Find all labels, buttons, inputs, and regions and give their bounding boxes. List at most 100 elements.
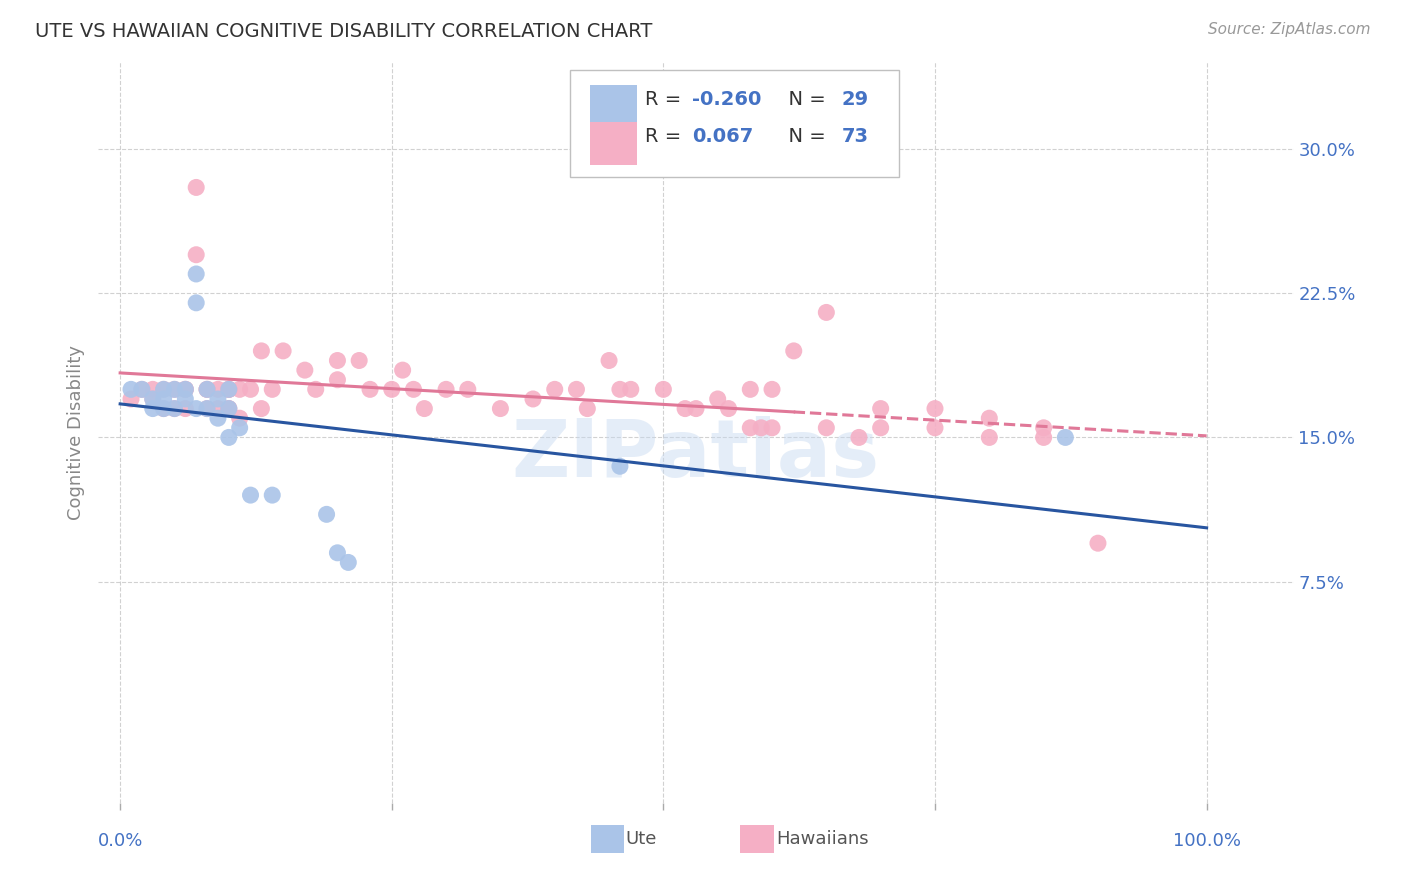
Point bbox=[815, 421, 838, 435]
Point bbox=[207, 401, 229, 416]
Point bbox=[326, 373, 349, 387]
Text: R =: R = bbox=[644, 127, 688, 146]
Y-axis label: Cognitive Disability: Cognitive Disability bbox=[66, 345, 84, 520]
Text: 0.067: 0.067 bbox=[692, 127, 754, 146]
Point bbox=[218, 382, 240, 396]
Point bbox=[979, 430, 1001, 444]
Point bbox=[326, 353, 349, 368]
Point bbox=[131, 382, 153, 396]
FancyBboxPatch shape bbox=[591, 825, 624, 853]
Point bbox=[1054, 430, 1077, 444]
Point bbox=[402, 382, 425, 396]
Text: Source: ZipAtlas.com: Source: ZipAtlas.com bbox=[1208, 22, 1371, 37]
Point bbox=[195, 382, 218, 396]
Point bbox=[142, 382, 165, 396]
FancyBboxPatch shape bbox=[589, 86, 637, 128]
Point bbox=[218, 401, 240, 416]
Point bbox=[174, 392, 197, 406]
Point bbox=[186, 267, 208, 281]
Point bbox=[228, 382, 250, 396]
Point bbox=[740, 421, 762, 435]
Point bbox=[207, 392, 229, 406]
Point bbox=[186, 295, 208, 310]
Point bbox=[163, 382, 186, 396]
Text: Hawaiians: Hawaiians bbox=[776, 830, 869, 848]
Point bbox=[120, 382, 142, 396]
Point bbox=[218, 382, 240, 396]
Point bbox=[305, 382, 328, 396]
Point bbox=[565, 382, 588, 396]
Point bbox=[869, 401, 891, 416]
Text: -0.260: -0.260 bbox=[692, 90, 762, 109]
FancyBboxPatch shape bbox=[571, 70, 900, 178]
Point bbox=[652, 382, 675, 396]
Point bbox=[598, 353, 620, 368]
Point bbox=[218, 382, 240, 396]
Point bbox=[228, 421, 250, 435]
Point bbox=[142, 392, 165, 406]
Point bbox=[413, 401, 436, 416]
Point bbox=[979, 411, 1001, 425]
Point bbox=[195, 401, 218, 416]
Text: 29: 29 bbox=[842, 90, 869, 109]
Point bbox=[347, 353, 370, 368]
Point bbox=[685, 401, 707, 416]
Point bbox=[174, 382, 197, 396]
Point bbox=[924, 401, 946, 416]
Point bbox=[434, 382, 457, 396]
Point bbox=[924, 421, 946, 435]
Text: 100.0%: 100.0% bbox=[1173, 832, 1240, 850]
Point bbox=[120, 392, 142, 406]
Point bbox=[326, 546, 349, 560]
Point bbox=[1087, 536, 1109, 550]
FancyBboxPatch shape bbox=[740, 825, 773, 853]
Point bbox=[152, 382, 174, 396]
Point bbox=[163, 382, 186, 396]
Point bbox=[195, 382, 218, 396]
Point bbox=[717, 401, 740, 416]
Point bbox=[271, 343, 294, 358]
Point bbox=[218, 430, 240, 444]
Point bbox=[228, 411, 250, 425]
Point bbox=[522, 392, 544, 406]
Point bbox=[1032, 430, 1054, 444]
Point bbox=[174, 382, 197, 396]
Point bbox=[1032, 421, 1054, 435]
Point bbox=[239, 382, 262, 396]
Text: 0.0%: 0.0% bbox=[97, 832, 143, 850]
Point bbox=[131, 382, 153, 396]
Point bbox=[207, 411, 229, 425]
Point bbox=[749, 421, 772, 435]
Text: R =: R = bbox=[644, 90, 688, 109]
Point bbox=[163, 401, 186, 416]
Point bbox=[142, 401, 165, 416]
Point bbox=[848, 430, 870, 444]
Point bbox=[195, 401, 218, 416]
Point bbox=[186, 248, 208, 262]
Point bbox=[152, 401, 174, 416]
Point bbox=[359, 382, 381, 396]
Text: N =: N = bbox=[776, 90, 832, 109]
Point bbox=[315, 508, 337, 522]
Point bbox=[239, 488, 262, 502]
Point bbox=[174, 401, 197, 416]
Point bbox=[576, 401, 599, 416]
Point bbox=[250, 401, 273, 416]
Text: 73: 73 bbox=[842, 127, 869, 146]
Point bbox=[195, 382, 218, 396]
Point bbox=[152, 382, 174, 396]
Point bbox=[381, 382, 404, 396]
Point bbox=[337, 556, 360, 570]
Point bbox=[152, 392, 174, 406]
Text: UTE VS HAWAIIAN COGNITIVE DISABILITY CORRELATION CHART: UTE VS HAWAIIAN COGNITIVE DISABILITY COR… bbox=[35, 22, 652, 41]
Point bbox=[152, 401, 174, 416]
FancyBboxPatch shape bbox=[589, 122, 637, 165]
Point bbox=[262, 488, 284, 502]
Point bbox=[815, 305, 838, 319]
Point bbox=[186, 401, 208, 416]
Point bbox=[294, 363, 316, 377]
Point bbox=[869, 421, 891, 435]
Point bbox=[163, 401, 186, 416]
Point bbox=[609, 382, 631, 396]
Point bbox=[142, 392, 165, 406]
